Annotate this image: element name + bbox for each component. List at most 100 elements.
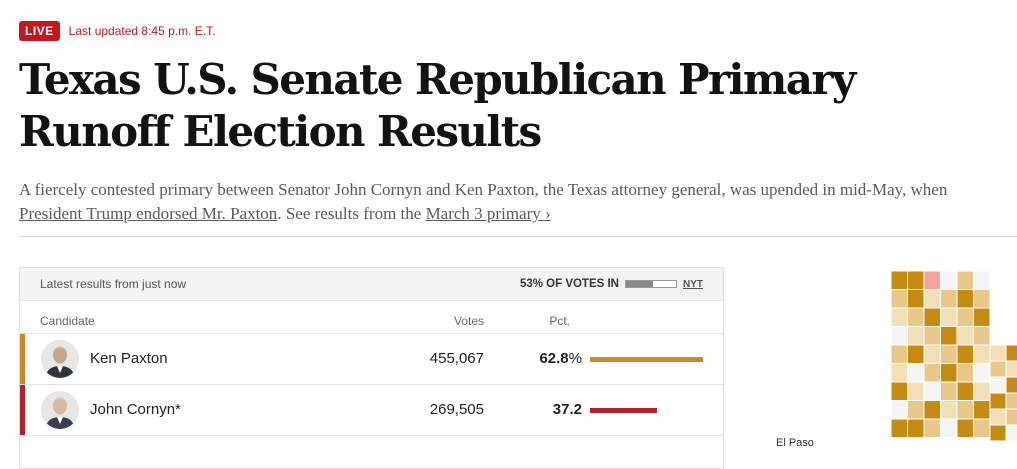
county-shape[interactable] [890, 326, 908, 346]
divider [19, 236, 1017, 237]
trump-endorsement-link[interactable]: President Trump endorsed Mr. Paxton [19, 204, 278, 223]
county-shape[interactable] [907, 381, 925, 401]
county-shape[interactable] [940, 270, 958, 290]
county-shape[interactable] [890, 363, 908, 383]
live-status-row: LIVE Last updated 8:45 p.m. E.T. [19, 20, 215, 42]
article-summary: A fiercely contested primary between Sen… [19, 178, 1009, 226]
county-shape[interactable] [956, 307, 974, 327]
county-shape[interactable] [940, 307, 958, 327]
county-shape[interactable] [940, 326, 958, 346]
county-shape[interactable] [1005, 408, 1017, 426]
reporting-progress-fill [626, 281, 653, 287]
county-shape[interactable] [923, 400, 941, 420]
column-headers: Candidate Votes Pct. [20, 301, 723, 334]
county-shape[interactable] [890, 344, 908, 364]
county-shape[interactable] [989, 424, 1007, 442]
county-shape[interactable] [973, 289, 991, 309]
summary-text-1: A fiercely contested primary between Sen… [19, 180, 948, 199]
candidate-votes: 455,067 [429, 350, 484, 367]
map-city-label: El Paso [776, 437, 814, 449]
county-shape[interactable] [989, 360, 1007, 378]
column-votes: Votes [453, 314, 484, 328]
candidate-row: John Cornyn* 269,505 37.2 [20, 385, 723, 436]
county-results-map[interactable] [760, 262, 1017, 445]
county-shape[interactable] [973, 307, 991, 327]
county-shape[interactable] [940, 381, 958, 401]
county-shape[interactable] [973, 418, 991, 438]
county-shape[interactable] [940, 363, 958, 383]
source-link[interactable]: NYT [683, 278, 703, 290]
texas-county-map[interactable] [760, 262, 1017, 445]
march-primary-link[interactable]: March 3 primary › [425, 204, 551, 223]
county-shape[interactable] [940, 344, 958, 364]
county-shape[interactable] [956, 381, 974, 401]
county-shape[interactable] [890, 418, 908, 438]
county-shape[interactable] [890, 270, 908, 290]
county-shape[interactable] [973, 326, 991, 346]
county-shape[interactable] [973, 381, 991, 401]
county-shape[interactable] [923, 381, 941, 401]
county-shape[interactable] [989, 408, 1007, 426]
county-shape[interactable] [907, 344, 925, 364]
page-title: Texas U.S. Senate Republican Primary Run… [19, 55, 856, 156]
candidate-pct-value: 62.8 [539, 350, 569, 367]
county-shape[interactable] [890, 289, 908, 309]
county-shape[interactable] [923, 326, 941, 346]
county-shape[interactable] [973, 400, 991, 420]
county-shape[interactable] [907, 270, 925, 290]
county-shape[interactable] [907, 363, 925, 383]
county-shape[interactable] [923, 289, 941, 309]
county-shape[interactable] [923, 307, 941, 327]
county-shape[interactable] [1005, 360, 1017, 378]
candidate-color-stripe [20, 385, 25, 435]
live-badge: LIVE [19, 21, 60, 41]
avatar [41, 340, 79, 378]
pct-suffix: % [568, 350, 582, 367]
county-shape[interactable] [989, 392, 1007, 410]
reporting-status: 53% OF VOTES IN NYT [520, 278, 703, 290]
county-shape[interactable] [907, 307, 925, 327]
county-shape[interactable] [940, 400, 958, 420]
county-shape[interactable] [940, 289, 958, 309]
county-shape[interactable] [973, 270, 991, 290]
county-shape[interactable] [973, 363, 991, 383]
county-shape[interactable] [956, 400, 974, 420]
county-shape[interactable] [956, 326, 974, 346]
county-shape[interactable] [907, 400, 925, 420]
candidate-votes: 269,505 [429, 401, 484, 418]
county-shape[interactable] [1005, 392, 1017, 410]
results-header: Latest results from just now 53% OF VOTE… [20, 268, 723, 301]
candidate-name: John Cornyn* [90, 401, 181, 418]
results-table: Latest results from just now 53% OF VOTE… [19, 267, 724, 469]
county-shape[interactable] [973, 344, 991, 364]
county-shape[interactable] [907, 418, 925, 438]
candidate-pct-value: 37.2 [552, 401, 582, 418]
reporting-text: 53% OF VOTES IN [519, 278, 619, 290]
candidate-pct-bar [590, 357, 703, 362]
county-shape[interactable] [956, 289, 974, 309]
candidate-row: Ken Paxton 455,067 62.8% [20, 334, 723, 385]
county-shape[interactable] [890, 381, 908, 401]
county-shape[interactable] [956, 363, 974, 383]
county-shape[interactable] [907, 289, 925, 309]
candidate-pct: 37.2 [516, 401, 582, 418]
county-shape[interactable] [989, 376, 1007, 394]
county-shape[interactable] [923, 344, 941, 364]
county-shape[interactable] [1005, 344, 1017, 362]
county-shape[interactable] [956, 344, 974, 364]
county-shape[interactable] [923, 363, 941, 383]
county-shape[interactable] [1005, 376, 1017, 394]
county-shape[interactable] [923, 270, 941, 290]
county-shape[interactable] [956, 418, 974, 438]
county-shape[interactable] [890, 400, 908, 420]
county-shape[interactable] [923, 418, 941, 438]
last-updated-text: Last updated 8:45 p.m. E.T. [68, 24, 216, 38]
county-shape[interactable] [956, 270, 974, 290]
county-shape[interactable] [989, 344, 1007, 362]
county-shape[interactable] [1005, 424, 1017, 442]
county-shape[interactable] [907, 326, 925, 346]
county-shape[interactable] [940, 418, 958, 438]
county-shape[interactable] [890, 307, 908, 327]
reporting-progress-bar [625, 280, 677, 288]
column-pct: Pct. [549, 314, 570, 328]
